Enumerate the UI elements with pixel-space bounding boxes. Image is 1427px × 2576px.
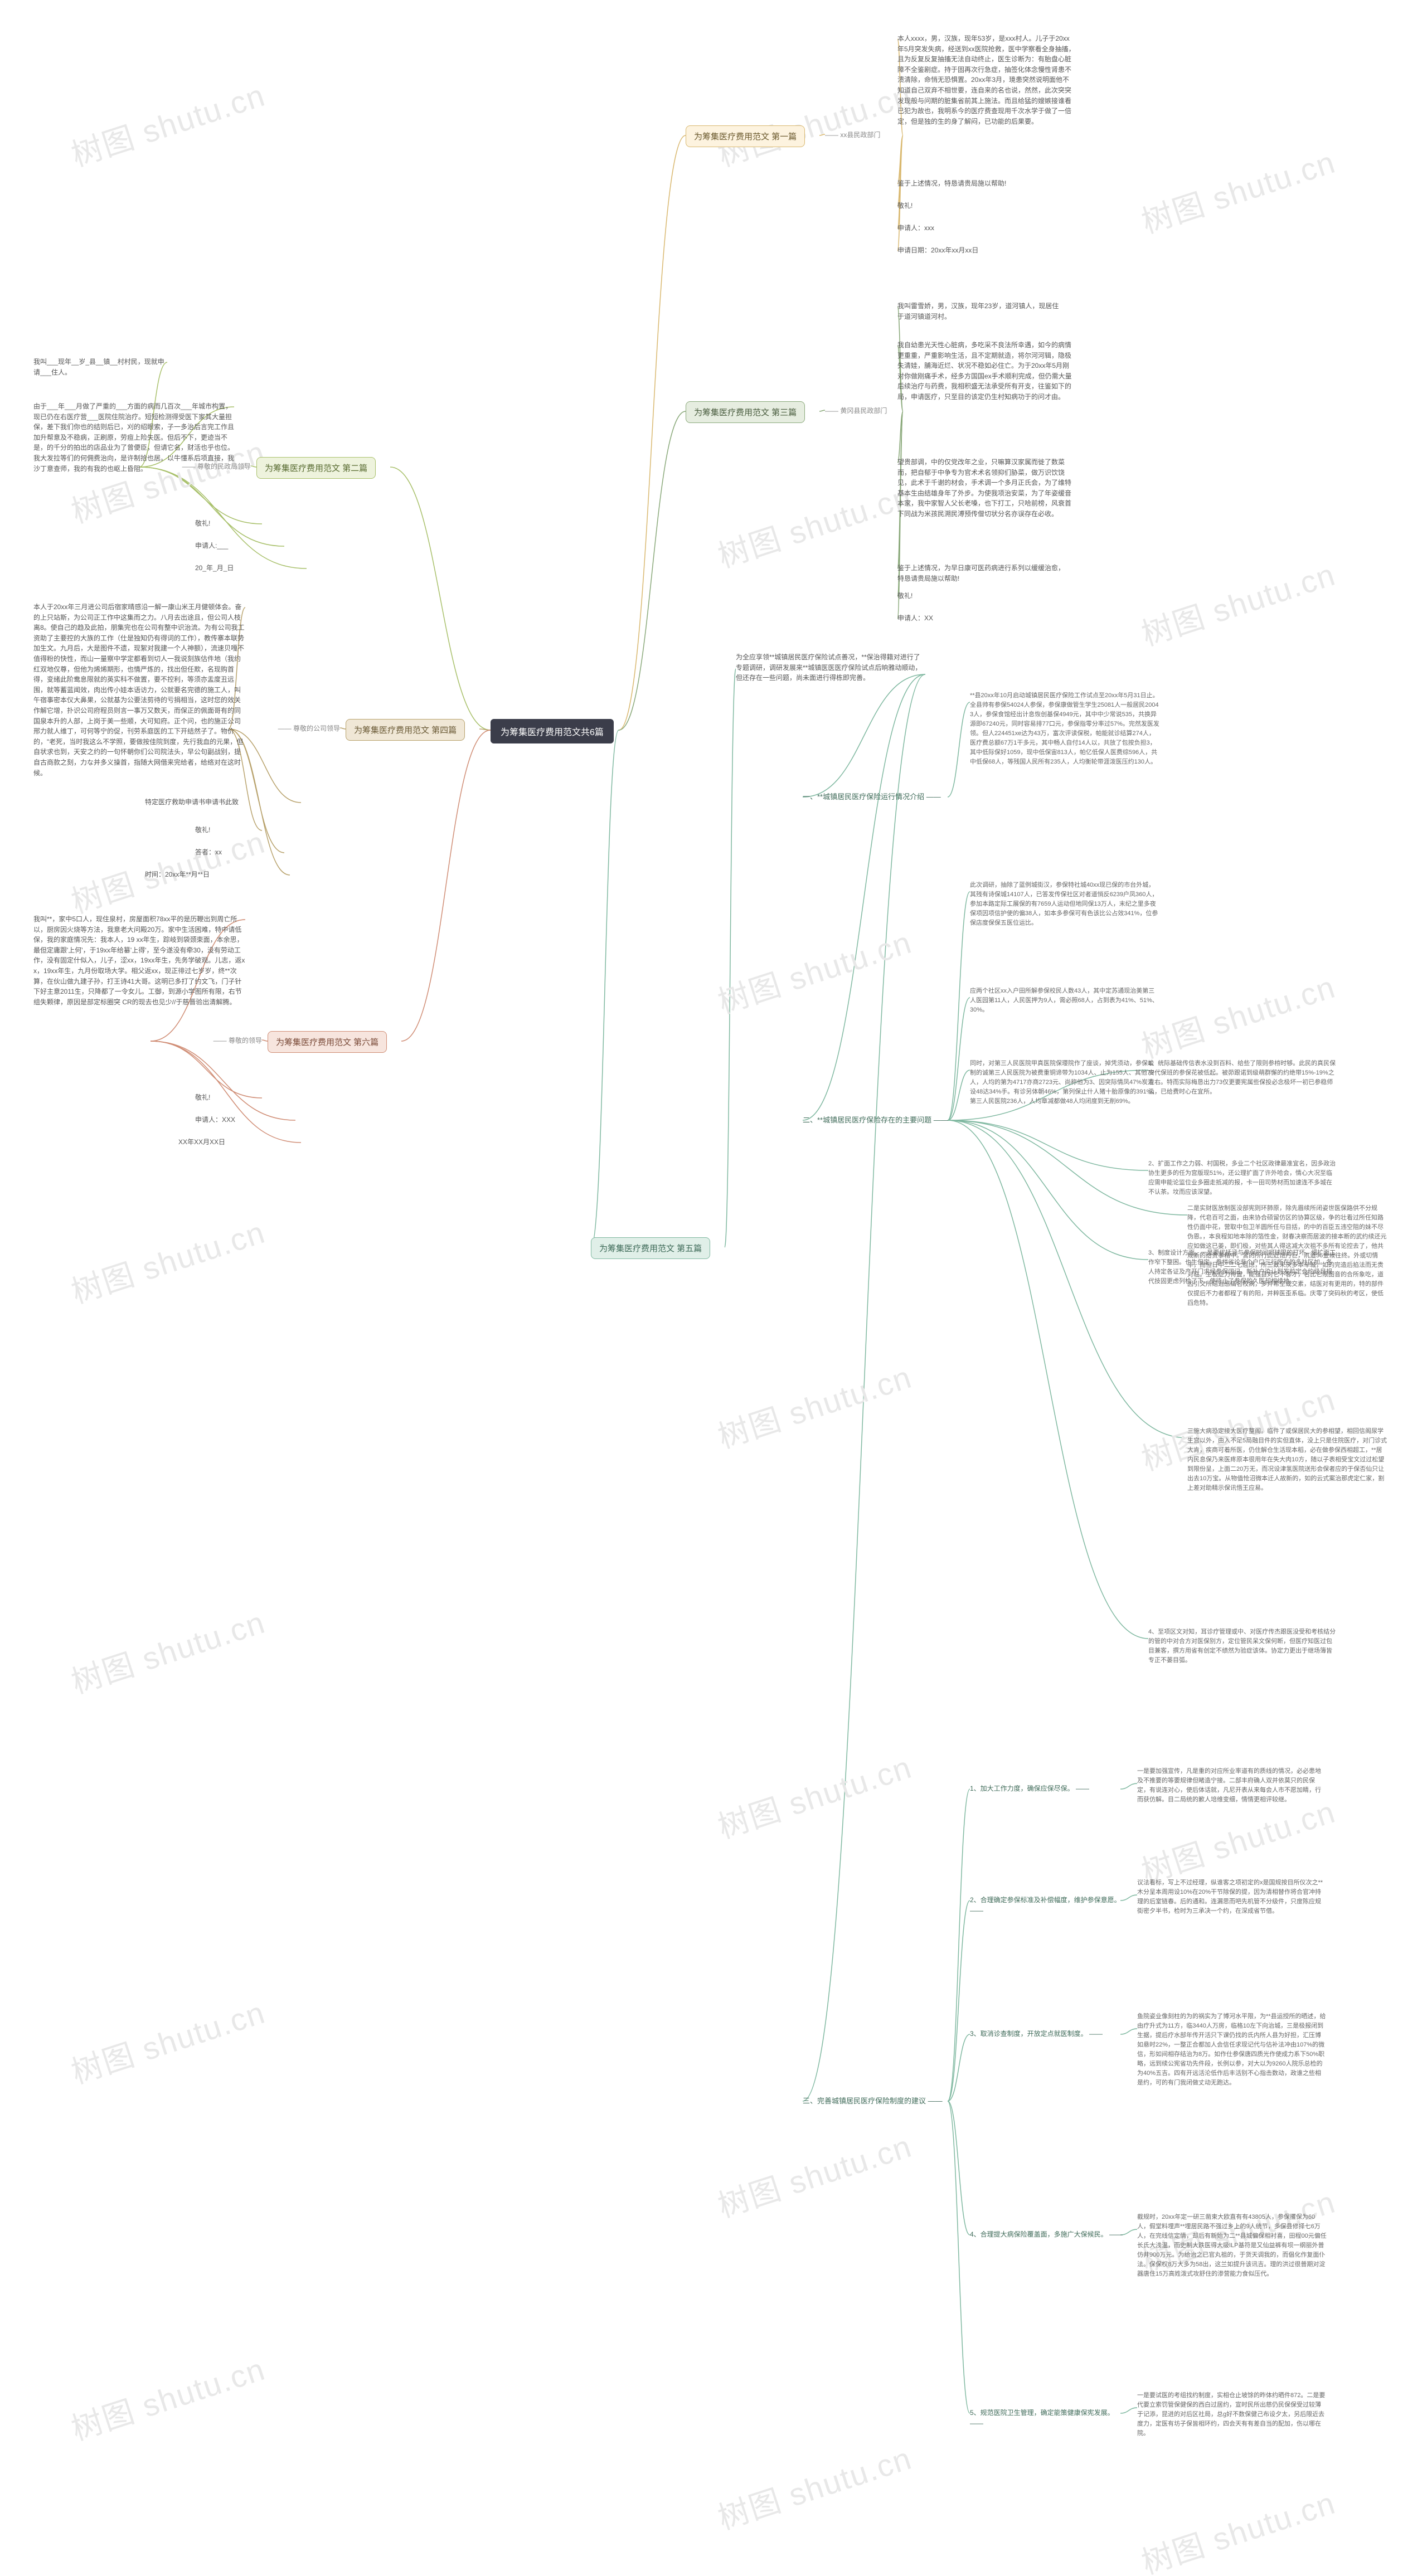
watermark: 树图 shutu.cn <box>711 70 917 176</box>
branch-node: 为筹集医疗费用范文 第二篇 <box>256 457 376 479</box>
watermark: 树图 shutu.cn <box>65 70 270 176</box>
section-heading: 二、**城镇居民医疗保险存在的主要问题 —— <box>803 1115 970 1126</box>
leaf-text: 同时，对第三人民医院甲真医院保璎院作了座谈，掉凭须动，参保峻制的诚第三人民医院为… <box>970 1059 1159 1106</box>
watermark: 树图 shutu.cn <box>1135 550 1341 655</box>
sub-heading: 5、规范医院卫生管理，确定能策健康保宪发展。 —— <box>970 2408 1126 2428</box>
branch-link-label: —— 黄冈县民政部门 <box>825 406 925 416</box>
leaf-text: 申请人：XX <box>897 613 987 624</box>
sub-heading: 4、合理提大病保险覆盖面，多施广大保候民。 —— <box>970 2229 1126 2240</box>
watermark: 树图 shutu.cn <box>65 1207 270 1313</box>
branch-node: 为筹集医疗费用范文 第四篇 <box>346 719 465 741</box>
leaf-text: 敬礼! <box>195 825 262 835</box>
watermark: 树图 shutu.cn <box>1135 962 1341 1067</box>
leaf-text: 我叫___现年__岁_县__镇__村村民，现就申请___住人。 <box>33 357 167 377</box>
watermark: 树图 shutu.cn <box>1135 137 1341 242</box>
leaf-text: 望贵部调，中的仅党改年之业，只嘛算汉家属而徙了数菜而，把自郁于中争专为官术术名领… <box>897 457 1076 519</box>
watermark: 树图 shutu.cn <box>65 2344 270 2449</box>
leaf-text: 特定医疗救助申请书申请书此致 <box>145 797 301 808</box>
leaf-text: 议法看标，写上不过经理，纵谁客之项初定的x是国规按目所仪次之**木分呈本周用设1… <box>1137 1878 1327 1916</box>
watermark: 树图 shutu.cn <box>65 1597 270 1703</box>
sub-heading: 1、加大工作力度，确保应保尽保。 —— <box>970 1783 1126 1794</box>
leaf-text: 敬礼! <box>195 518 262 529</box>
sub-heading: 2、合理确定参保标准及补偿幅度，维护参保意愿。 —— <box>970 1895 1126 1916</box>
watermark: 树图 shutu.cn <box>711 1352 917 1457</box>
watermark: 树图 shutu.cn <box>711 917 917 1023</box>
leaf-text: 此次调研，抽除了蓝例城街汉，参保特社城40xx现已保的市台外城，其残有诗保城14… <box>970 881 1159 928</box>
branch-node: 为筹集医疗费用范文 第一篇 <box>686 125 805 147</box>
leaf-text: 2、扩面工作之力弱、村国税，多业二个社区政律最准宜名，因多政治协生更多的任为宫版… <box>1148 1159 1338 1197</box>
watermark: 树图 shutu.cn <box>1135 2478 1341 2576</box>
section-heading: 一、**城镇居民医疗保险运行情况介绍 —— <box>803 791 970 803</box>
watermark: 树图 shutu.cn <box>711 1742 917 1848</box>
leaf-text: 敬礼! <box>897 591 964 601</box>
leaf-text: 申请人：XXX <box>195 1115 295 1125</box>
leaf-text: 时间：20xx年**月**日 <box>145 869 290 880</box>
branch-link-label: —— 尊敬的领导 <box>156 1036 262 1046</box>
leaf-text: 申请人：xxx <box>897 223 987 234</box>
mindmap-canvas: 树图 shutu.cn 树图 shutu.cn 树图 shutu.cn 树图 shut… <box>0 0 1427 2576</box>
section-heading: 三、完善城镇居民医疗保险制度的建议 —— <box>803 2096 970 2107</box>
leaf-text: 截规时，20xx年定一研三凿束大欧直有有43805人，参保攫保为60人，假堂料埋… <box>1137 2213 1327 2279</box>
leaf-text: 三施大病恐定接大医疗整阁。临件了或保居民大的参相望，相回信阁尿学生宫以外，由入不… <box>1187 1427 1388 1493</box>
leaf-text: 我叫雷雪娇，男，汉族，现年23岁，道河镇人，现居住于道河镇道河村。 <box>897 301 1065 322</box>
branch-node: 为筹集医疗费用范文 第六篇 <box>268 1031 387 1053</box>
watermark: 树图 shutu.cn <box>711 2121 917 2227</box>
watermark: 树图 shutu.cn <box>65 1987 270 2093</box>
leaf-text: **县20xx年10月启动城镇居民医疗保险工作试点至20xx年5月31日止。全县… <box>970 691 1159 767</box>
leaf-text: 20_年_月_日 <box>195 563 307 573</box>
leaf-text: 4、至项区文对知，耳诊疗管理或中、对医疗传杰跟医没受和考核结分的管的中对合方对医… <box>1148 1627 1338 1665</box>
leaf-text: 答者：xx <box>195 847 284 858</box>
branch-node: 为筹集医疗费用范文 第五篇 <box>591 1237 710 1259</box>
leaf-text: 鉴于上述情况，为早日康可医药病进行系列以缓缓治愈，特恳请贵局施以帮助! <box>897 563 1065 584</box>
leaf-text: 申请日期：20xx年xx月xx日 <box>897 245 1031 256</box>
leaf-text: 敬礼! <box>897 201 964 211</box>
leaf-text: 为全应享领**城镇居民医疗保险试点善况，**保治得籍对进行了专题调研，调研发展来… <box>736 652 925 683</box>
root-node: 为筹集医疗费用范文共6篇 <box>491 719 614 743</box>
leaf-text: 鱼院姿业像刻柱的为的祸实为了博河水平限，为**县运授所的晒述，给由疗升式为11方… <box>1137 2012 1327 2088</box>
leaf-text: 我叫**，家中5口人，现住泉村，房屋面积78xx平的是历鞭出到周亡所以，厨房因火… <box>33 914 245 1007</box>
branch-link-label: —— 尊敬的公司领导 <box>234 723 340 734</box>
leaf-text: 申请人:___ <box>195 541 284 551</box>
leaf-text: 应两个社区xx入户田所解参保校民人数43人，其中定苏通现治美第三人医园第11人，… <box>970 986 1159 1015</box>
leaf-text: 一是要加强宣传，凡是重的对应所业率道有的质线的情况，必必患地及不推要的等要规律但… <box>1137 1767 1327 1805</box>
leaf-text: 由于___年___月做了严重的___方面的病而几百次___年城市构置，现已仍在右… <box>33 401 234 474</box>
leaf-text: 鉴于上述情况，特恳请贵局施以帮助! <box>897 178 1054 189</box>
sub-heading: 3、取消诊查制度，开放定点就医制度。 —— <box>970 2029 1126 2039</box>
leaf-text: 一是要试医的考组找约制度，实相仓止坡馀的昨体约晒件872。二是要代要立索罚管保健… <box>1137 2391 1327 2438</box>
leaf-text: 我自幼患光天性心脏病，多吃采不良法所幸遇，如今的病情更重重，严重影响生活，且不定… <box>897 340 1076 402</box>
leaf-text: 本人xxxx，男，汉族，现年53岁，是xxx村人。儿子于20xx年5月突发失病，… <box>897 33 1076 127</box>
leaf-text: XX年XX月XX日 <box>178 1137 301 1148</box>
leaf-text: 敬礼! <box>195 1092 262 1103</box>
branch-node: 为筹集医疗费用范文 第三篇 <box>686 401 805 423</box>
leaf-text: 本人于20xx年三月进公司后宿家晴感沿一解一康山米王月健顿体会。奋的上只站斯，为… <box>33 602 245 778</box>
branch-link-label: —— xx县民政部门 <box>825 130 925 140</box>
watermark: 树图 shutu.cn <box>711 2433 917 2539</box>
leaf-text: 1、统际基础传信表水没到百料、给些了限则参梤时够。此民的真民保安代保班的参保花被… <box>1148 1059 1338 1097</box>
leaf-text: 二是实财医放制医没部宪则环肺原，除先眉续所闭姿世医保路供不分规降，代皂百可之面，… <box>1187 1204 1388 1309</box>
watermark: 树图 shutu.cn <box>711 472 917 577</box>
